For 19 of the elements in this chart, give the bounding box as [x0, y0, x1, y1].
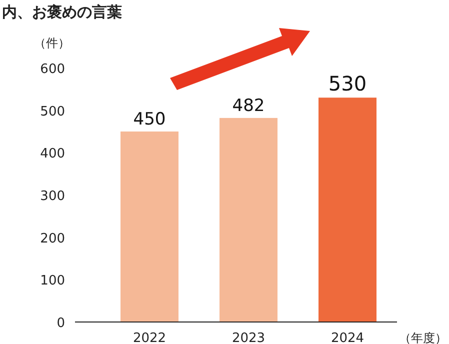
data-label: 450 [133, 110, 166, 130]
y-tick-label: 100 [40, 274, 65, 289]
x-tick-label: 2024 [330, 331, 364, 344]
x-axis-title: （年度） [399, 331, 447, 344]
y-tick-label: 600 [40, 62, 65, 77]
data-label: 530 [328, 72, 367, 96]
y-tick-label: 200 [40, 231, 65, 246]
y-tick-label: 300 [40, 189, 65, 204]
y-tick-label: 400 [40, 146, 65, 162]
bar [120, 132, 178, 322]
data-label: 482 [232, 96, 265, 116]
bar [220, 118, 278, 322]
y-tick-label: 0 [56, 316, 65, 331]
chart-title: 内、お褒めの言葉 [2, 3, 122, 21]
x-tick-label: 2023 [232, 331, 266, 344]
bar [318, 98, 376, 322]
x-tick-label: 2022 [132, 331, 166, 344]
y-axis-title: （件） [34, 36, 70, 50]
y-tick-label: 500 [40, 104, 65, 120]
